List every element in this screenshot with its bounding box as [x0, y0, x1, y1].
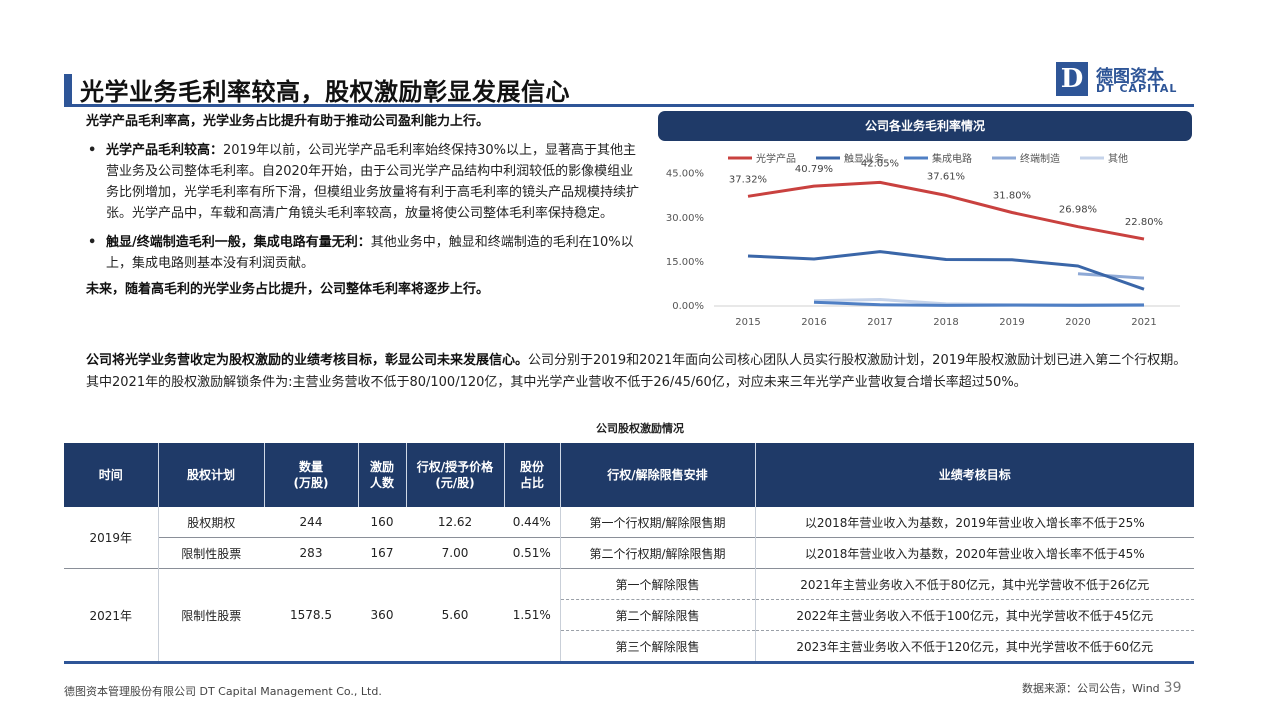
bullet-optics: • 光学产品毛利较高：2019年以前，公司光学产品毛利率始终保持30%以上，显著高…: [86, 140, 642, 224]
series-line: [1077, 272, 1145, 280]
data-label: 37.61%: [927, 171, 965, 182]
data-label: 37.32%: [729, 174, 767, 185]
arrangement-cell: 第二个解除限售: [559, 599, 755, 631]
arrangement-cell: 第二个行权期/解除限售期: [559, 537, 755, 569]
y-tick-label: 45.00%: [666, 169, 704, 180]
x-tick-label: 2020: [1065, 317, 1090, 328]
target-cell: 以2018年营业收入为基数，2019年营业收入增长率不低于25%: [754, 507, 1194, 538]
series-line: [747, 250, 1145, 291]
data-label: 22.80%: [1125, 217, 1163, 228]
text-block: 光学产品毛利率高，光学业务占比提升有助于推动公司盈利能力上行。 • 光学产品毛利较…: [86, 112, 642, 300]
header-plan: 股权计划: [157, 443, 264, 507]
table-row: 第三个解除限售 2023年主营业务收入不低于120亿元，其中光学营收不低于60亿…: [64, 630, 1194, 661]
x-tick-label: 2019: [999, 317, 1024, 328]
share-cell: 1.51%: [504, 568, 560, 661]
table-row: 2019年 股权期权 244 160 12.62 0.44% 第一个行权期/解除…: [64, 507, 1194, 545]
paragraph-heading: 公司将光学业务营收定为股权激励的业绩考核目标，彰显公司未来发展信心。: [86, 353, 529, 368]
title-accent-bar: [64, 74, 72, 106]
page-title: 光学业务毛利率较高，股权激励彰显发展信心: [80, 78, 570, 106]
y-tick-label: 0.00%: [672, 301, 704, 312]
table-row: 2021年 限制性股票 1578.5 360 5.60 1.51% 第一个解除限…: [64, 568, 1194, 661]
arrangement-cell: 第一个行权期/解除限售期: [559, 507, 755, 538]
bullet-dot-icon: •: [88, 143, 97, 158]
data-label: 42.05%: [861, 158, 899, 169]
x-tick-label: 2016: [801, 317, 826, 328]
target-cell: 2021年主营业务收入不低于80亿元，其中光学营收不低于26亿元: [754, 568, 1194, 600]
data-label: 31.80%: [993, 191, 1031, 202]
people-cell: 360: [358, 568, 406, 661]
bullet-heading: 触显/终端制造毛利一般，集成电路有量无利：: [106, 235, 371, 250]
legend-label: 触显业务: [844, 152, 884, 165]
source-text: 数据来源：公司公告，Wind: [1022, 682, 1160, 695]
people-cell: 160: [370, 515, 394, 529]
price-cell: 12.62: [437, 515, 473, 529]
chart-title: 公司各业务毛利率情况: [658, 111, 1192, 141]
logo-chinese-name: 德图资本: [1096, 67, 1164, 87]
share-cell: 0.51%: [504, 537, 560, 569]
logo-english-name: DT CAPITAL: [1096, 82, 1178, 95]
header-time: 时间: [64, 443, 158, 507]
title-underline: [64, 104, 1194, 107]
margin-line-chart: 光学产品 触显业务 集成电路 终端制造 其他 0.00% 15.00% 30.00% 45.00…: [666, 152, 1180, 328]
quantity-cell: 1578.5: [264, 568, 358, 661]
table-header-row: 时间 股权计划 数量 (万股) 激励 人数 行权/授予价格 (元/股) 股份 占比 行权…: [64, 443, 1194, 507]
equity-incentive-table: 时间 股权计划 数量 (万股) 激励 人数 行权/授予价格 (元/股) 股份 占比 行权…: [64, 443, 1194, 661]
paragraph-text: 公司分别于2019和2021年面向公司核心团队人员实行股权激励计划，2019年股…: [86, 353, 1187, 390]
table-row: 第二个解除限售 2022年主营业务收入不低于100亿元，其中光学营收不低于45亿…: [64, 599, 1194, 631]
header-target: 业绩考核目标: [754, 443, 1194, 507]
x-tick-label: 2015: [735, 317, 760, 328]
legend-label: 光学产品: [756, 152, 796, 165]
header-price: 行权/授予价格 (元/股): [405, 443, 504, 507]
y-tick-label: 15.00%: [666, 257, 704, 268]
bullet-touch-display: • 触显/终端制造毛利一般，集成电路有量无利：其他业务中，触显和终端制造的毛利在1…: [86, 232, 642, 274]
data-label: 26.98%: [1059, 205, 1097, 216]
page-number: 39: [1163, 680, 1182, 696]
year-cell: 2021年: [64, 568, 158, 661]
table-row: 限制性股票 283 167 7.00 0.51% 第二个行权期/解除限售期 以2…: [64, 537, 1194, 569]
footer-company: 德图资本管理股份有限公司 DT Capital Management Co., …: [64, 685, 382, 698]
year-cell: 2019年: [89, 531, 133, 545]
company-logo: D 德图资本 DT CAPITAL: [1056, 62, 1196, 98]
arrangement-cell: 第三个解除限售: [559, 630, 755, 661]
target-cell: 以2018年营业收入为基数，2020年营业收入增长率不低于45%: [754, 537, 1194, 569]
x-tick-label: 2021: [1131, 317, 1156, 328]
quantity-cell: 283: [264, 537, 358, 569]
plan-cell: 股权期权: [157, 507, 264, 538]
x-tick-label: 2017: [867, 317, 892, 328]
y-tick-label: 30.00%: [666, 213, 704, 224]
equity-incentive-paragraph: 公司将光学业务营收定为股权激励的业绩考核目标，彰显公司未来发展信心。公司分别于2…: [86, 350, 1198, 394]
bullet-heading: 光学产品毛利较高：: [106, 143, 224, 158]
header-arrangement: 行权/解除限售安排: [559, 443, 755, 507]
data-label: 40.79%: [795, 164, 833, 175]
lead-sentence: 光学产品毛利率高，光学业务占比提升有助于推动公司盈利能力上行。: [86, 114, 490, 129]
price-cell: 5.60: [406, 568, 504, 661]
table-caption: 公司股权激励情况: [596, 422, 684, 435]
footer-source: 数据来源：公司公告，Wind 39: [1022, 680, 1181, 696]
table-bottom-rule: [64, 661, 1194, 664]
bullet-dot-icon: •: [88, 235, 97, 250]
series-line: [813, 300, 1145, 307]
series-line: [747, 180, 1145, 241]
legend-label: 终端制造: [1020, 152, 1060, 165]
target-cell: 2023年主营业务收入不低于120亿元，其中光学营收不低于60亿元: [754, 630, 1194, 661]
legend-label: 其他: [1108, 152, 1128, 165]
x-tick-label: 2018: [933, 317, 958, 328]
plan-cell: 限制性股票: [157, 537, 264, 569]
header-quantity: 数量 (万股): [263, 443, 358, 507]
header-share: 股份 占比: [503, 443, 560, 507]
bullet-text: 其他业务中，触显和终端制造的毛利在10%以上，集成电路则基本没有利润贡献。: [106, 235, 634, 271]
legend-label: 集成电路: [932, 152, 972, 165]
logo-mark-icon: D: [1056, 62, 1088, 96]
people-cell: 167: [358, 537, 406, 569]
conclusion-sentence: 未来，随着高毛利的光学业务占比提升，公司整体毛利率将逐步上行。: [86, 282, 490, 297]
bullet-text: 2019年以前，公司光学产品毛利率始终保持30%以上，显著高于其他主营业务及公司…: [106, 143, 640, 221]
header-people: 激励 人数: [357, 443, 406, 507]
price-cell: 7.00: [406, 537, 504, 569]
arrangement-cell: 第一个解除限售: [559, 568, 755, 600]
target-cell: 2022年主营业务收入不低于100亿元，其中光学营收不低于45亿元: [754, 599, 1194, 631]
share-cell: 0.44%: [512, 515, 551, 529]
plan-cell: 限制性股票: [157, 568, 264, 661]
quantity-cell: 244: [299, 515, 323, 529]
